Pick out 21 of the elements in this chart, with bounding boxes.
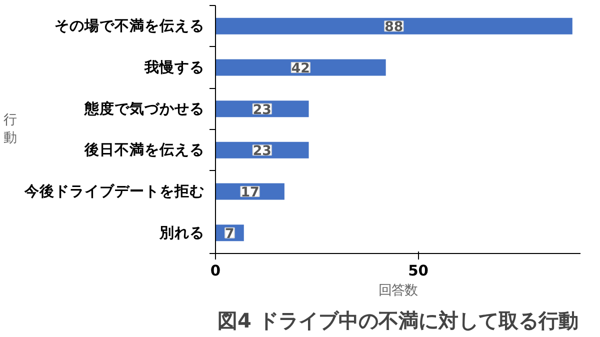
data-label: 17 bbox=[240, 186, 260, 200]
bar bbox=[216, 142, 309, 158]
data-label: 42 bbox=[291, 62, 310, 76]
y-tick-label: 態度で気づかせる bbox=[84, 99, 204, 118]
y-axis-title: 行動 bbox=[4, 113, 16, 146]
y-tick-label: 別れる bbox=[158, 224, 204, 242]
data-label: 23 bbox=[252, 144, 272, 160]
y-tick-label: その場で不満を伝える bbox=[54, 18, 204, 35]
bar bbox=[216, 59, 386, 76]
y-tick-label: 後日不満を伝える bbox=[84, 142, 204, 159]
x-axis-title: 回答数 bbox=[378, 284, 418, 298]
data-label: 7 bbox=[225, 226, 234, 242]
y-tick-label: 今後ドライブデートを拒む bbox=[24, 183, 204, 200]
data-label: 88 bbox=[384, 20, 404, 36]
text: 図4 ドライブ中の不満に対して取る行動 bbox=[218, 308, 578, 332]
bar bbox=[216, 18, 572, 34]
y-tick-label: 我慢する bbox=[144, 59, 204, 76]
data-label: 23 bbox=[252, 102, 272, 118]
bar bbox=[216, 100, 309, 118]
x-tick-label: 0 bbox=[210, 262, 221, 280]
x-tick-label: 50 bbox=[408, 262, 428, 280]
